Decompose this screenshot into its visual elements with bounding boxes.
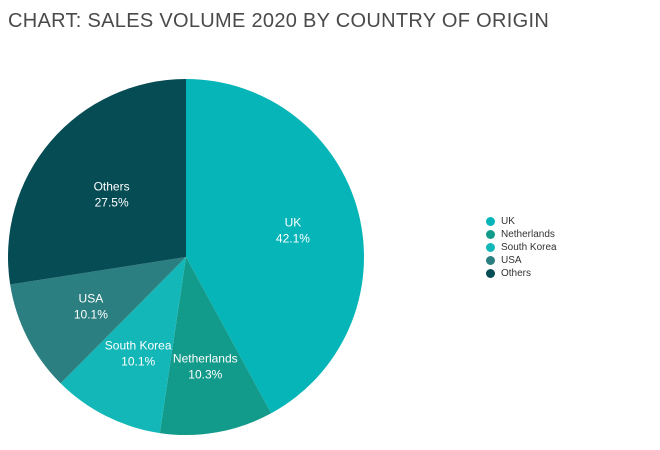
slice-value-uk: 42.1% bbox=[276, 232, 310, 246]
pie-slice-others bbox=[7, 79, 186, 285]
legend-item-south-korea: South Korea bbox=[486, 241, 557, 254]
legend-label-uk: UK bbox=[501, 216, 515, 227]
pie-slice-labels: UK 42.1% Netherlands 10.3% South Korea 10.1% U… bbox=[74, 179, 310, 381]
slice-label-netherlands: Netherlands bbox=[173, 352, 238, 366]
slice-value-netherlands: 10.3% bbox=[188, 368, 222, 382]
slice-value-south-korea: 10.1% bbox=[121, 354, 155, 368]
legend-item-usa: USA bbox=[486, 254, 557, 267]
slice-value-usa: 10.1% bbox=[74, 308, 108, 322]
pie-slice-netherlands bbox=[159, 257, 272, 435]
pie-slice-uk bbox=[186, 79, 364, 414]
slice-label-uk: UK bbox=[285, 216, 302, 230]
slice-label-south-korea: South Korea bbox=[105, 338, 172, 352]
legend-label-south-korea: South Korea bbox=[501, 242, 557, 253]
chart-legend: UK Netherlands South Korea USA Others bbox=[486, 215, 557, 280]
pie-slice-south-korea bbox=[60, 257, 186, 434]
pie-slice-usa bbox=[10, 257, 186, 384]
legend-item-others: Others bbox=[486, 267, 557, 280]
legend-swatch-netherlands bbox=[486, 230, 495, 239]
legend-swatch-usa bbox=[486, 256, 495, 265]
legend-item-uk: UK bbox=[486, 215, 557, 228]
slice-label-others: Others bbox=[94, 179, 130, 193]
slice-label-usa: USA bbox=[79, 292, 104, 306]
legend-label-others: Others bbox=[501, 268, 532, 279]
legend-swatch-uk bbox=[486, 217, 495, 226]
pie-slices bbox=[7, 79, 364, 435]
legend-label-netherlands: Netherlands bbox=[501, 229, 555, 240]
chart-title: CHART: SALES VOLUME 2020 BY COUNTRY OF O… bbox=[8, 10, 550, 32]
legend-swatch-south-korea bbox=[486, 243, 495, 252]
legend-item-netherlands: Netherlands bbox=[486, 228, 557, 241]
legend-swatch-others bbox=[486, 269, 495, 278]
legend-label-usa: USA bbox=[501, 255, 522, 266]
slice-value-others: 27.5% bbox=[95, 195, 129, 209]
